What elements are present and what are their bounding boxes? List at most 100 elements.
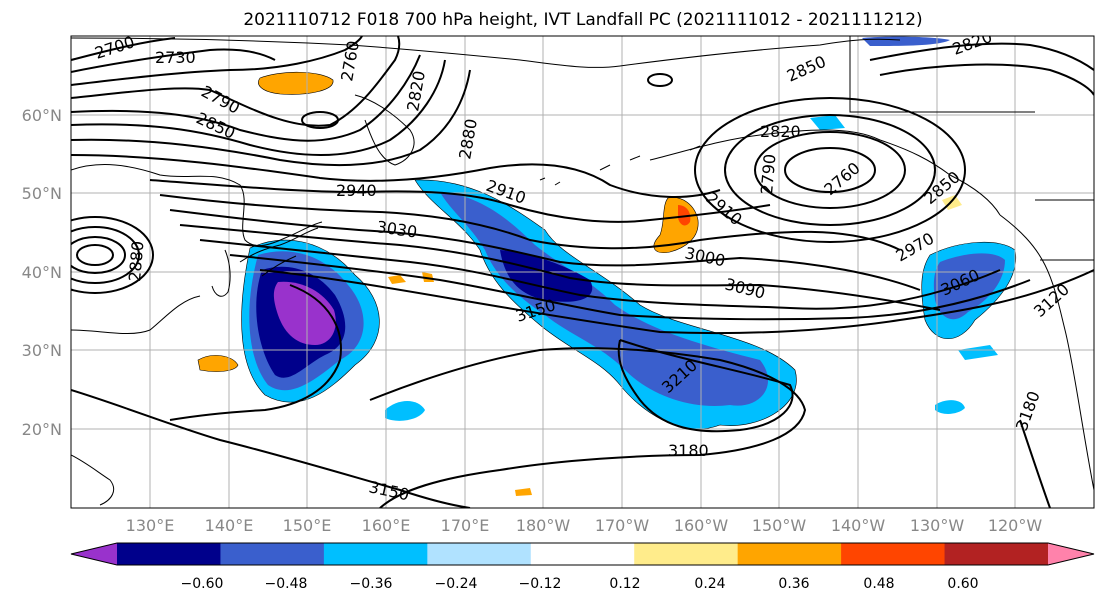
lon-tick: 170°E: [441, 516, 490, 535]
shade-neg-ak: [810, 115, 845, 130]
contour-low-e2: [754, 131, 906, 209]
height-contours: [71, 36, 1094, 508]
figure-title: 2021110712 F018 700 hPa height, IVT Land…: [243, 10, 922, 30]
contour-nw: [869, 42, 1094, 71]
coast-china: [71, 295, 201, 506]
colorbar-tick-label: −0.36: [350, 576, 393, 592]
contour-2940: [149, 179, 771, 223]
contour-2820: [71, 54, 421, 142]
lon-tick: 160°E: [362, 516, 411, 535]
lon-tick: 150°E: [283, 516, 332, 535]
lon-tick: 140°W: [831, 516, 886, 535]
shade-pos-d: [197, 355, 239, 372]
contour-2970: [159, 194, 901, 251]
lon-tick: 160°W: [674, 516, 729, 535]
coast-japan: [239, 227, 319, 277]
coast-siberia: [71, 37, 621, 68]
contour-2790: [71, 36, 401, 127]
shade-cp-dark: [500, 250, 593, 302]
contour-2850: [71, 59, 446, 156]
contour-3090: [229, 254, 1031, 321]
shade-pos-e: [388, 275, 406, 284]
contour-small-b: [301, 111, 339, 129]
shade-pos-c: [678, 205, 691, 226]
contour-label: 2880: [125, 240, 147, 282]
colorbar-swatch: [427, 543, 532, 565]
lon-tick: 140°E: [205, 516, 254, 535]
lat-tick: 60°N: [22, 106, 62, 125]
contour-label: 3180: [668, 441, 709, 460]
lat-tick: 40°N: [22, 263, 62, 282]
colorbar-extend-low: [71, 543, 117, 565]
coast-kamchatka: [354, 94, 415, 166]
shade-neg-small3: [958, 345, 998, 360]
shade-wp-core: [273, 281, 336, 345]
shade-ep-mid: [933, 253, 1005, 320]
colorbar-swatch: [841, 543, 946, 565]
colorbar-swatch: [117, 543, 221, 565]
contour-label: 2820: [760, 122, 801, 141]
contour-low-w4: [71, 216, 154, 294]
colorbar-tick-label: 0.24: [694, 576, 725, 592]
coast-aleutians: [539, 145, 701, 186]
lat-tick-labels: 20°N 30°N 40°N 50°N 60°N: [22, 106, 62, 439]
lon-tick: 150°W: [752, 516, 807, 535]
colorbar-swatch: [530, 543, 635, 565]
contour-label: 2940: [336, 181, 377, 200]
shade-pos-a: [258, 71, 334, 95]
colorbar-tick-label: −0.12: [519, 576, 562, 592]
lon-tick: 130°W: [910, 516, 965, 535]
colorbar-tick-label: 0.36: [778, 576, 809, 592]
colorbar-tick-label: 0.48: [863, 576, 894, 592]
colorbar-tick-label: −0.24: [435, 576, 478, 592]
colorbar-labels: −0.60 −0.48 −0.36 −0.24 −0.12 0.12 0.24 …: [181, 576, 979, 592]
contour-2910: [71, 154, 721, 198]
colorbar-swatch: [944, 543, 1049, 565]
colorbar-outline: [70, 542, 1095, 566]
colorbar-tick-label: −0.60: [181, 576, 224, 592]
colorbar-tick-label: 0.12: [609, 576, 640, 592]
contour-2700: [71, 37, 176, 61]
coast-korea: [211, 249, 231, 297]
lon-tick: 180°W: [516, 516, 571, 535]
lon-tick-labels: 130°E 140°E 150°E 160°E 170°E 180°W 170°…: [126, 516, 1043, 535]
colorbar-swatch: [323, 543, 428, 565]
lat-tick: 20°N: [22, 420, 62, 439]
contour-2730: [71, 48, 276, 73]
contour-2760: [71, 36, 363, 86]
coast-border: [849, 36, 1094, 261]
contour-low-e4: [694, 97, 966, 243]
contour-low-w2: [71, 236, 126, 274]
lon-tick: 170°W: [595, 516, 650, 535]
contour-low-w3: [71, 226, 140, 284]
colorbar-swatch: [737, 543, 842, 565]
coast-alaska: [619, 38, 1001, 216]
colorbar-tick-label: 0.60: [947, 576, 978, 592]
contour-3000: [169, 209, 921, 291]
lon-tick: 130°E: [126, 516, 175, 535]
contour-low-w1: [76, 244, 114, 266]
lat-tick: 50°N: [22, 184, 62, 203]
shade-neg-small2: [935, 400, 965, 414]
contour-3060: [199, 239, 1001, 310]
contour-2880: [71, 69, 471, 167]
colorbar-extend-high: [1048, 543, 1094, 565]
contour-low-e3: [724, 114, 936, 226]
coast-nwamerica: [999, 214, 1094, 491]
lon-tick: 120°W: [988, 516, 1043, 535]
coastlines: [71, 36, 1094, 506]
contour-3120: [259, 269, 1094, 335]
shade-pos-g: [515, 488, 532, 496]
lat-tick: 30°N: [22, 341, 62, 360]
map-panel: 2700 2730 2760 2820 2790 2850 2880 2940 …: [22, 35, 1095, 535]
contour-nw2: [879, 63, 1094, 96]
contour-small-a: [647, 73, 673, 87]
coast-asia: [71, 164, 323, 247]
colorbar-tick-label: −0.48: [265, 576, 308, 592]
contour-3180: [71, 389, 1051, 508]
colorbar-swatches: [71, 543, 1094, 565]
colorbar-swatch: [634, 543, 739, 565]
contour-3030: [179, 224, 941, 311]
contour-label: 2730: [155, 48, 196, 67]
